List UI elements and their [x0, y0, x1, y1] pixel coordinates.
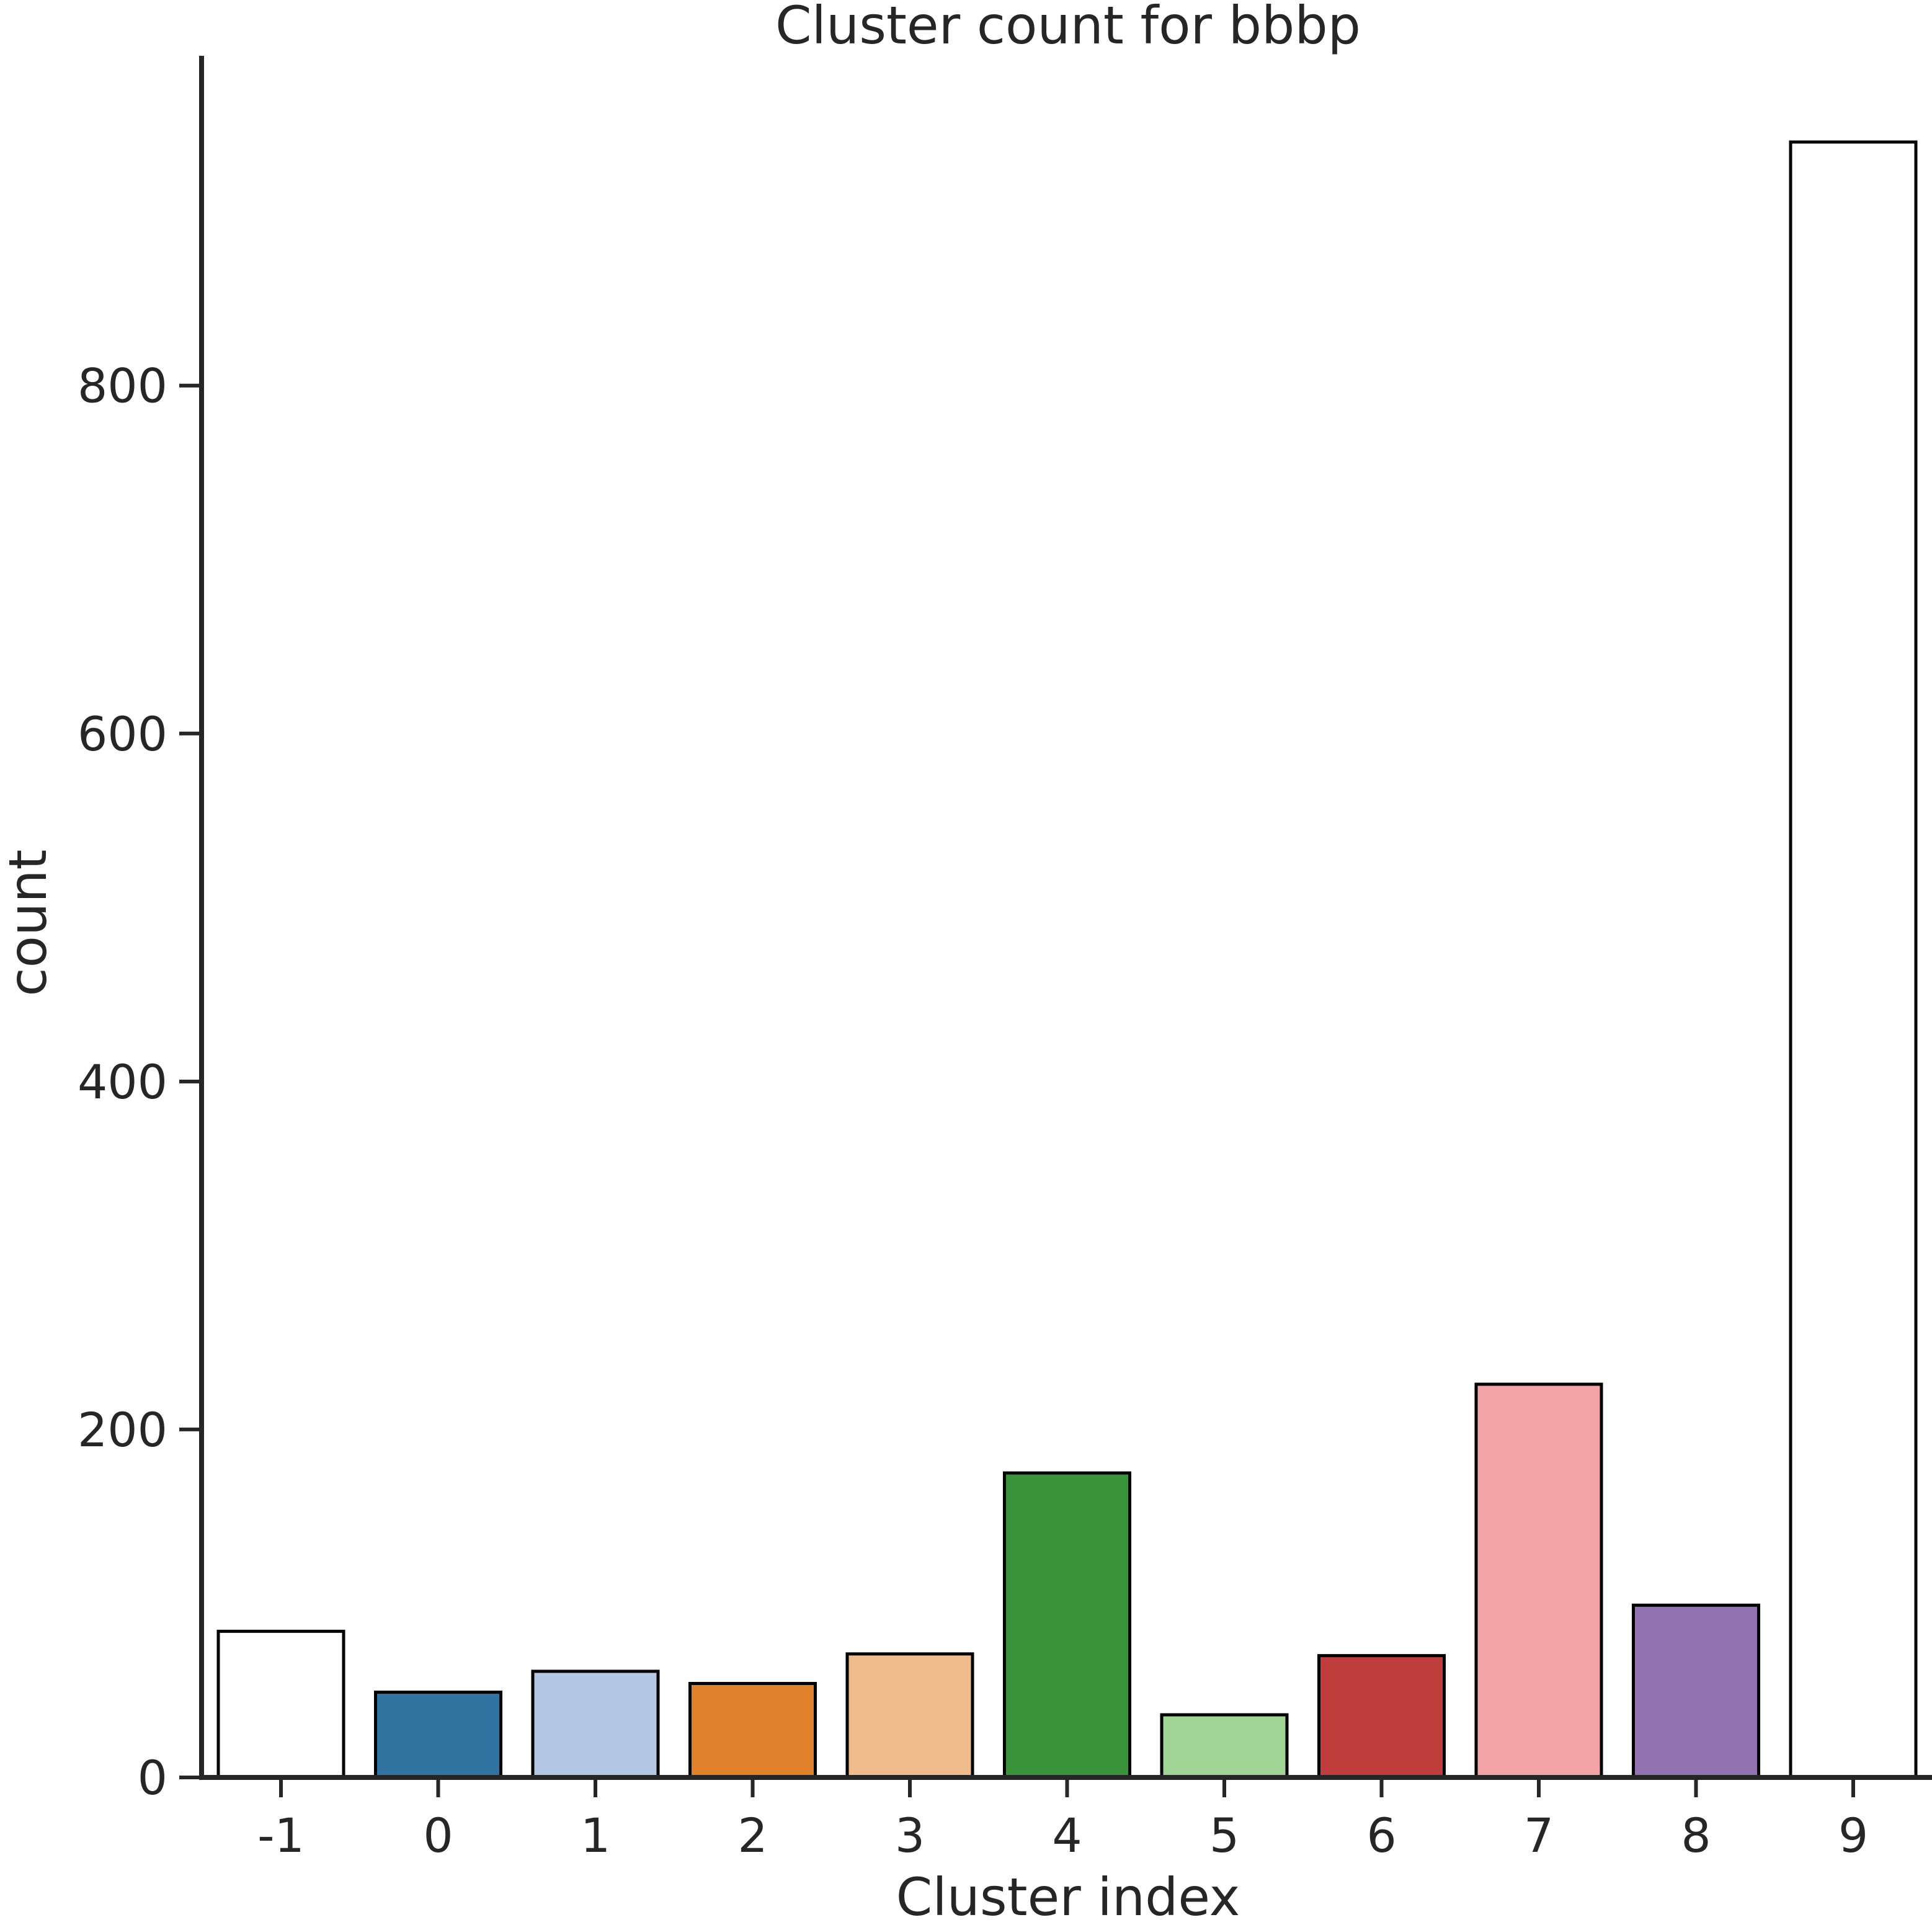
x-tick-label: 6 [1366, 1808, 1396, 1863]
x-tick-label: 7 [1524, 1808, 1554, 1863]
bar-cluster-6 [1317, 1654, 1446, 1779]
x-tick-label: 0 [423, 1808, 453, 1863]
x-axis-label: Cluster index [896, 1867, 1240, 1928]
bar-cluster-0 [374, 1691, 502, 1779]
bar-cluster-4 [1003, 1471, 1131, 1779]
y-tick-label: 600 [78, 706, 167, 762]
bar-cluster-5 [1160, 1713, 1289, 1779]
bar-cluster-9 [1789, 140, 1918, 1779]
x-tick-label: 1 [581, 1808, 610, 1863]
bar-cluster-7 [1474, 1382, 1603, 1779]
y-tick-label: 800 [78, 358, 167, 414]
x-tick-label: -1 [257, 1808, 305, 1863]
x-tick-label: 2 [737, 1808, 767, 1863]
x-tick-label: 9 [1838, 1808, 1868, 1863]
y-tick-label: 200 [78, 1402, 167, 1457]
bar-cluster--1 [216, 1629, 345, 1779]
bar-cluster-8 [1632, 1603, 1760, 1779]
x-ticks: -1 0 1 2 3 4 5 6 7 8 9 [257, 1777, 1868, 1863]
y-axis-label: count [0, 850, 58, 997]
bars-layer [216, 140, 1918, 1779]
y-tick-label: 400 [78, 1054, 167, 1110]
bar-cluster-1 [531, 1670, 660, 1779]
bar-cluster-3 [845, 1652, 974, 1779]
x-tick-label: 8 [1681, 1808, 1711, 1863]
x-tick-label: 5 [1209, 1808, 1239, 1863]
y-ticks: 0 200 400 600 800 [78, 358, 202, 1805]
chart-title: Cluster count for bbbp [775, 0, 1361, 56]
x-tick-label: 3 [895, 1808, 925, 1863]
bar-cluster-2 [688, 1682, 817, 1779]
x-tick-label: 4 [1052, 1808, 1082, 1863]
y-tick-label: 0 [138, 1750, 167, 1805]
